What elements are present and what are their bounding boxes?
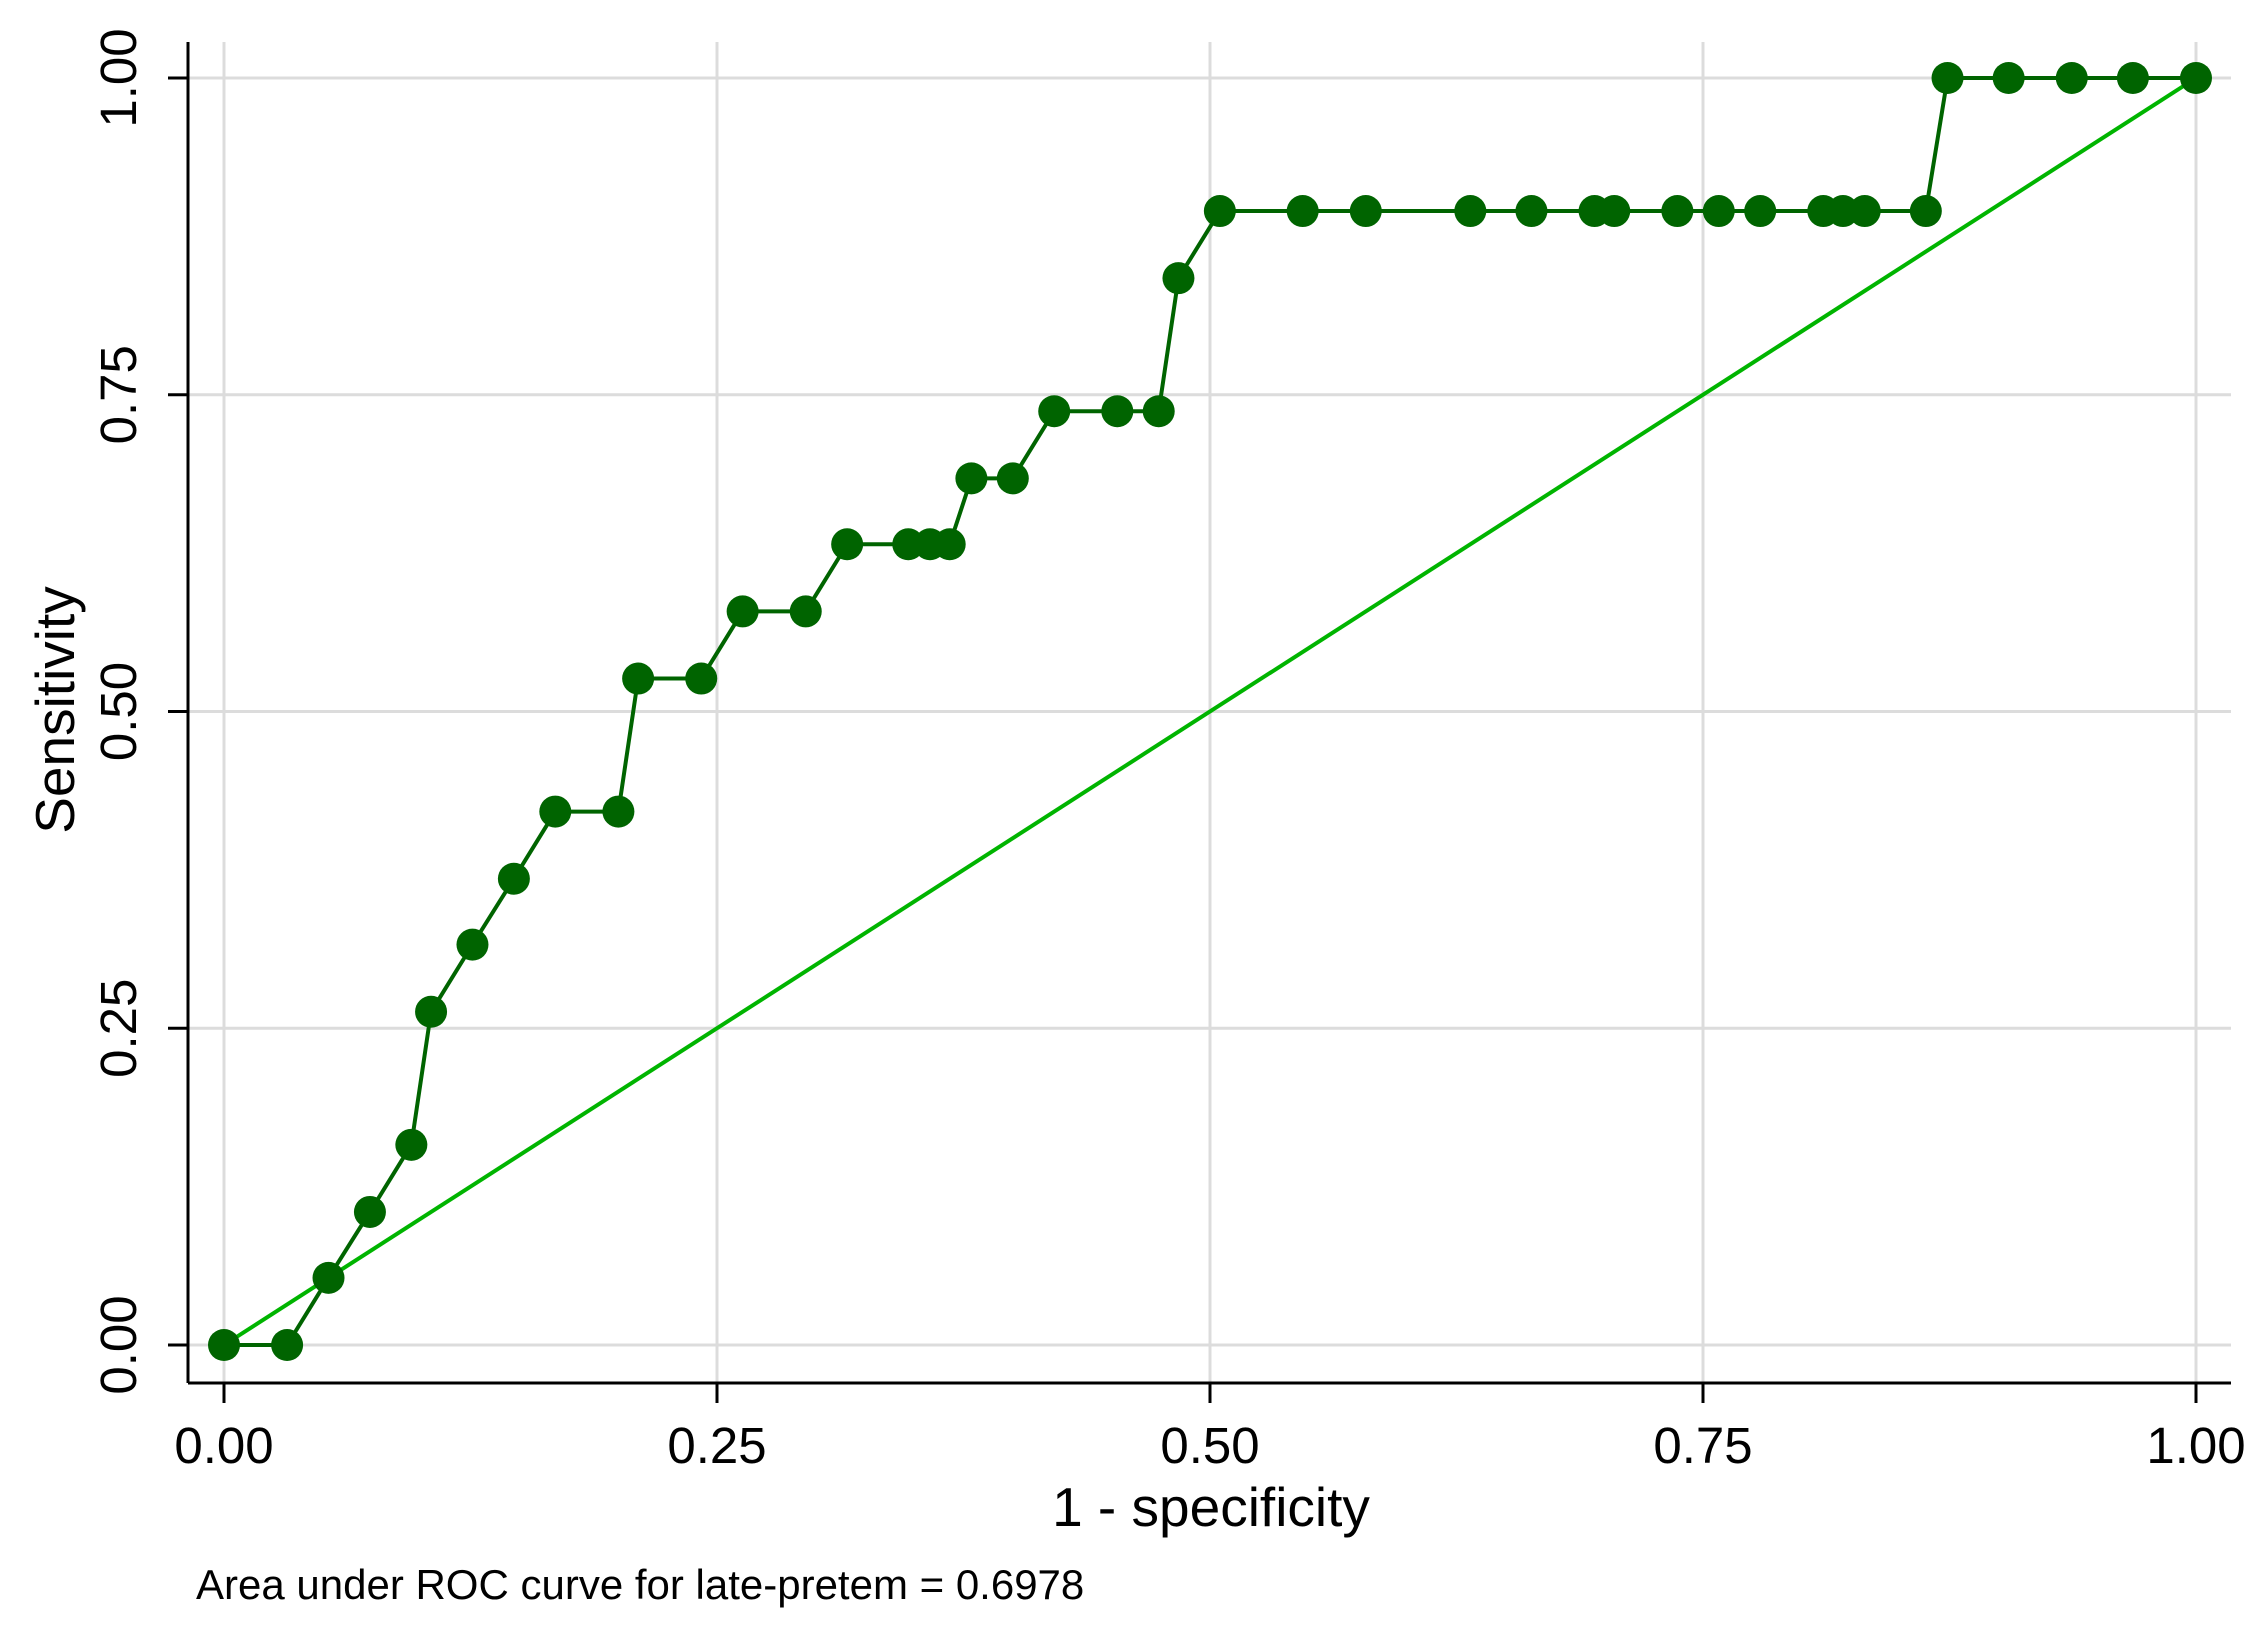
roc-point bbox=[996, 462, 1029, 495]
roc-point bbox=[2180, 62, 2212, 94]
roc-point bbox=[2055, 62, 2088, 94]
roc-point bbox=[312, 1261, 345, 1294]
roc-point bbox=[497, 862, 530, 895]
x-tick-label: 1.00 bbox=[2146, 1417, 2245, 1474]
x-tick-label: 0.50 bbox=[1160, 1417, 1259, 1474]
roc-point bbox=[1744, 195, 1777, 228]
reference-diagonal-line bbox=[222, 76, 2198, 1347]
roc-point bbox=[1203, 195, 1236, 228]
roc-point bbox=[539, 795, 572, 828]
roc-point bbox=[1454, 195, 1487, 228]
roc-point bbox=[1142, 395, 1175, 428]
y-tick-label: 1.00 bbox=[90, 28, 147, 127]
roc-point bbox=[955, 462, 988, 495]
x-tick-label: 0.75 bbox=[1653, 1417, 1752, 1474]
roc-point bbox=[933, 528, 966, 561]
roc-point bbox=[1515, 195, 1548, 228]
y-tick-label: 0.75 bbox=[90, 345, 147, 444]
y-tick-label: 0.50 bbox=[90, 662, 147, 761]
x-tick-label: 0.00 bbox=[174, 1417, 273, 1474]
roc-point bbox=[622, 662, 655, 695]
y-axis-title: Sensitivity bbox=[24, 586, 86, 834]
roc-point bbox=[271, 1329, 304, 1361]
roc-point bbox=[831, 528, 864, 561]
roc-point bbox=[415, 995, 448, 1028]
roc-point bbox=[1702, 195, 1735, 228]
roc-point bbox=[789, 595, 822, 628]
grid-lines bbox=[188, 42, 2231, 1383]
roc-point bbox=[208, 1329, 240, 1361]
y-tick-label: 0.00 bbox=[90, 1295, 147, 1394]
roc-point bbox=[1286, 195, 1319, 228]
roc-point bbox=[353, 1195, 386, 1228]
auc-note: Area under ROC curve for late-pretem = 0… bbox=[196, 1561, 1084, 1608]
roc-point bbox=[395, 1128, 428, 1161]
roc-point bbox=[456, 928, 489, 961]
x-tick-label: 0.25 bbox=[667, 1417, 766, 1474]
roc-point bbox=[2116, 62, 2149, 94]
roc-point bbox=[726, 595, 759, 628]
roc-point bbox=[1931, 62, 1964, 94]
x-axis-title: 1 - specificity bbox=[1052, 1476, 1370, 1538]
roc-curve-group bbox=[208, 62, 2212, 1361]
roc-point bbox=[1162, 262, 1195, 295]
roc-point bbox=[1038, 395, 1071, 428]
axes: 0.00 0.25 0.50 0.75 1.00 0.00 0.25 0.50 0.75 1.00 bbox=[90, 28, 2246, 1474]
reference-line-group bbox=[222, 76, 2198, 1347]
roc-point bbox=[685, 662, 718, 695]
roc-point bbox=[1661, 195, 1694, 228]
roc-point bbox=[1909, 195, 1942, 228]
roc-point bbox=[1992, 62, 2025, 94]
roc-point bbox=[1848, 195, 1881, 228]
roc-point bbox=[602, 795, 635, 828]
roc-point bbox=[1598, 195, 1631, 228]
roc-point bbox=[1349, 195, 1382, 228]
y-tick-label: 0.25 bbox=[90, 979, 147, 1078]
roc-point bbox=[1101, 395, 1134, 428]
